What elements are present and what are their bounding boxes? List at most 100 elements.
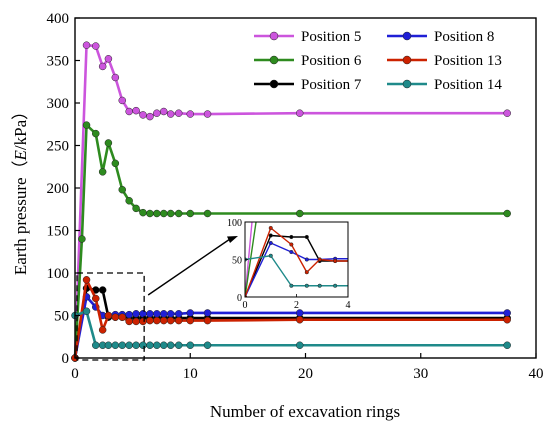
legend-item-position-7: Position 7 <box>254 77 362 93</box>
point-position-6-14 <box>166 209 175 218</box>
legend-item-position-5: Position 5 <box>254 29 361 45</box>
point-position-13-9 <box>395 263 399 267</box>
point-position-5-1 <box>82 41 91 49</box>
legend-label-position-13: Position 13 <box>434 53 502 69</box>
point-position-5-7 <box>125 107 133 116</box>
point-position-6-17 <box>203 209 212 218</box>
point-position-7-1 <box>268 233 273 238</box>
point-position-6-18 <box>295 209 304 218</box>
point-position-6-13 <box>441 168 445 172</box>
point-position-7-14 <box>475 260 479 264</box>
point-position-14-7 <box>125 341 133 349</box>
point-position-13-5 <box>333 258 338 264</box>
legend-item-position-13: Position 13 <box>387 53 502 69</box>
point-position-6-6 <box>111 159 120 168</box>
point-position-13-15 <box>501 262 505 266</box>
point-position-6-15 <box>475 168 479 172</box>
legend-label-position-6: Position 6 <box>301 53 362 69</box>
point-position-13-6 <box>349 259 353 263</box>
point-position-6-3 <box>290 97 294 101</box>
point-position-7-3 <box>98 286 107 294</box>
point-position-13-8 <box>380 263 384 267</box>
legend-label-position-8: Position 8 <box>434 29 494 45</box>
point-position-13-16 <box>539 262 543 266</box>
point-position-14-12 <box>441 284 445 288</box>
point-position-6-2 <box>82 121 91 129</box>
point-position-13-14 <box>174 316 183 325</box>
point-position-5-11 <box>153 109 161 117</box>
point-position-8-8 <box>132 310 140 318</box>
point-position-8-18 <box>503 309 511 317</box>
point-position-6-1 <box>259 190 263 194</box>
zoom-arrow-head <box>227 236 238 243</box>
point-position-13-12 <box>441 262 445 266</box>
point-position-14-8 <box>380 284 384 288</box>
series-position-14 <box>71 307 511 349</box>
point-position-5-9 <box>139 111 147 119</box>
y-axis-title-variable: E <box>11 149 30 161</box>
point-position-6-2 <box>269 90 273 94</box>
point-position-6-7 <box>118 185 126 194</box>
point-position-14-1 <box>268 253 273 258</box>
point-position-13-8 <box>132 317 140 326</box>
point-position-6-17 <box>539 168 543 172</box>
point-position-8-13 <box>166 310 175 318</box>
point-position-8-7 <box>125 310 133 319</box>
point-position-7-8 <box>380 260 384 264</box>
point-position-5-7 <box>364 78 368 82</box>
point-position-13-12 <box>159 316 168 325</box>
point-position-6-10 <box>139 208 147 217</box>
x-tick-label-0: 0 <box>71 366 79 382</box>
point-position-6-4 <box>98 168 107 176</box>
x-axis-title: Number of excavation rings <box>210 402 400 421</box>
point-position-14-13 <box>166 341 175 349</box>
point-position-13-6 <box>118 313 126 321</box>
y-tick-label-50: 50 <box>54 309 69 325</box>
point-position-8-3 <box>304 257 309 262</box>
point-position-14-13 <box>457 284 461 288</box>
inset-chart: 0 2 4 0 50 100 <box>227 78 543 311</box>
point-position-14-11 <box>153 341 161 349</box>
inset-y-tick-label-0: 0 <box>237 293 242 304</box>
point-position-6-4 <box>305 131 309 135</box>
legend-swatch-marker-position-8 <box>402 31 412 41</box>
zoom-indicator <box>76 236 238 361</box>
point-position-8-16 <box>539 255 543 259</box>
point-position-14-2 <box>92 341 100 349</box>
x-tick-label-20: 20 <box>298 366 313 382</box>
point-position-8-10 <box>411 256 415 260</box>
point-position-13-7 <box>364 263 368 267</box>
point-position-7-13 <box>457 260 461 264</box>
point-position-13-2 <box>289 242 294 247</box>
legend-swatch-marker-position-6 <box>269 55 279 65</box>
point-position-14-8 <box>132 341 140 349</box>
series-position-13 <box>71 276 511 362</box>
point-position-5-11 <box>426 79 430 83</box>
point-position-6-10 <box>395 167 399 171</box>
point-position-6-5 <box>104 139 113 147</box>
legend-swatch-marker-position-14 <box>402 79 412 89</box>
point-position-14-14 <box>174 341 183 349</box>
point-position-5-15 <box>186 110 194 118</box>
point-position-13-4 <box>104 311 113 320</box>
inset-y-tick-label-50: 50 <box>232 256 242 267</box>
y-tick-label-400: 400 <box>47 11 70 27</box>
legend-swatch-marker-position-5 <box>269 31 279 41</box>
point-position-6-3 <box>92 129 100 138</box>
point-position-14-5 <box>111 341 120 349</box>
legend-label-position-5: Position 5 <box>301 29 361 45</box>
point-position-13-15 <box>186 316 194 325</box>
point-position-8-7 <box>364 257 368 261</box>
point-position-6-19 <box>503 209 511 218</box>
point-position-6-12 <box>153 209 161 218</box>
point-position-8-15 <box>501 255 505 259</box>
series-position-13 <box>245 225 543 297</box>
point-position-7-9 <box>395 260 399 264</box>
point-position-8-14 <box>174 310 183 318</box>
point-position-5-6 <box>118 96 126 105</box>
point-position-8-11 <box>153 310 161 318</box>
point-position-7-10 <box>411 260 415 264</box>
point-position-14-7 <box>364 284 368 288</box>
point-position-5-18 <box>503 109 511 117</box>
